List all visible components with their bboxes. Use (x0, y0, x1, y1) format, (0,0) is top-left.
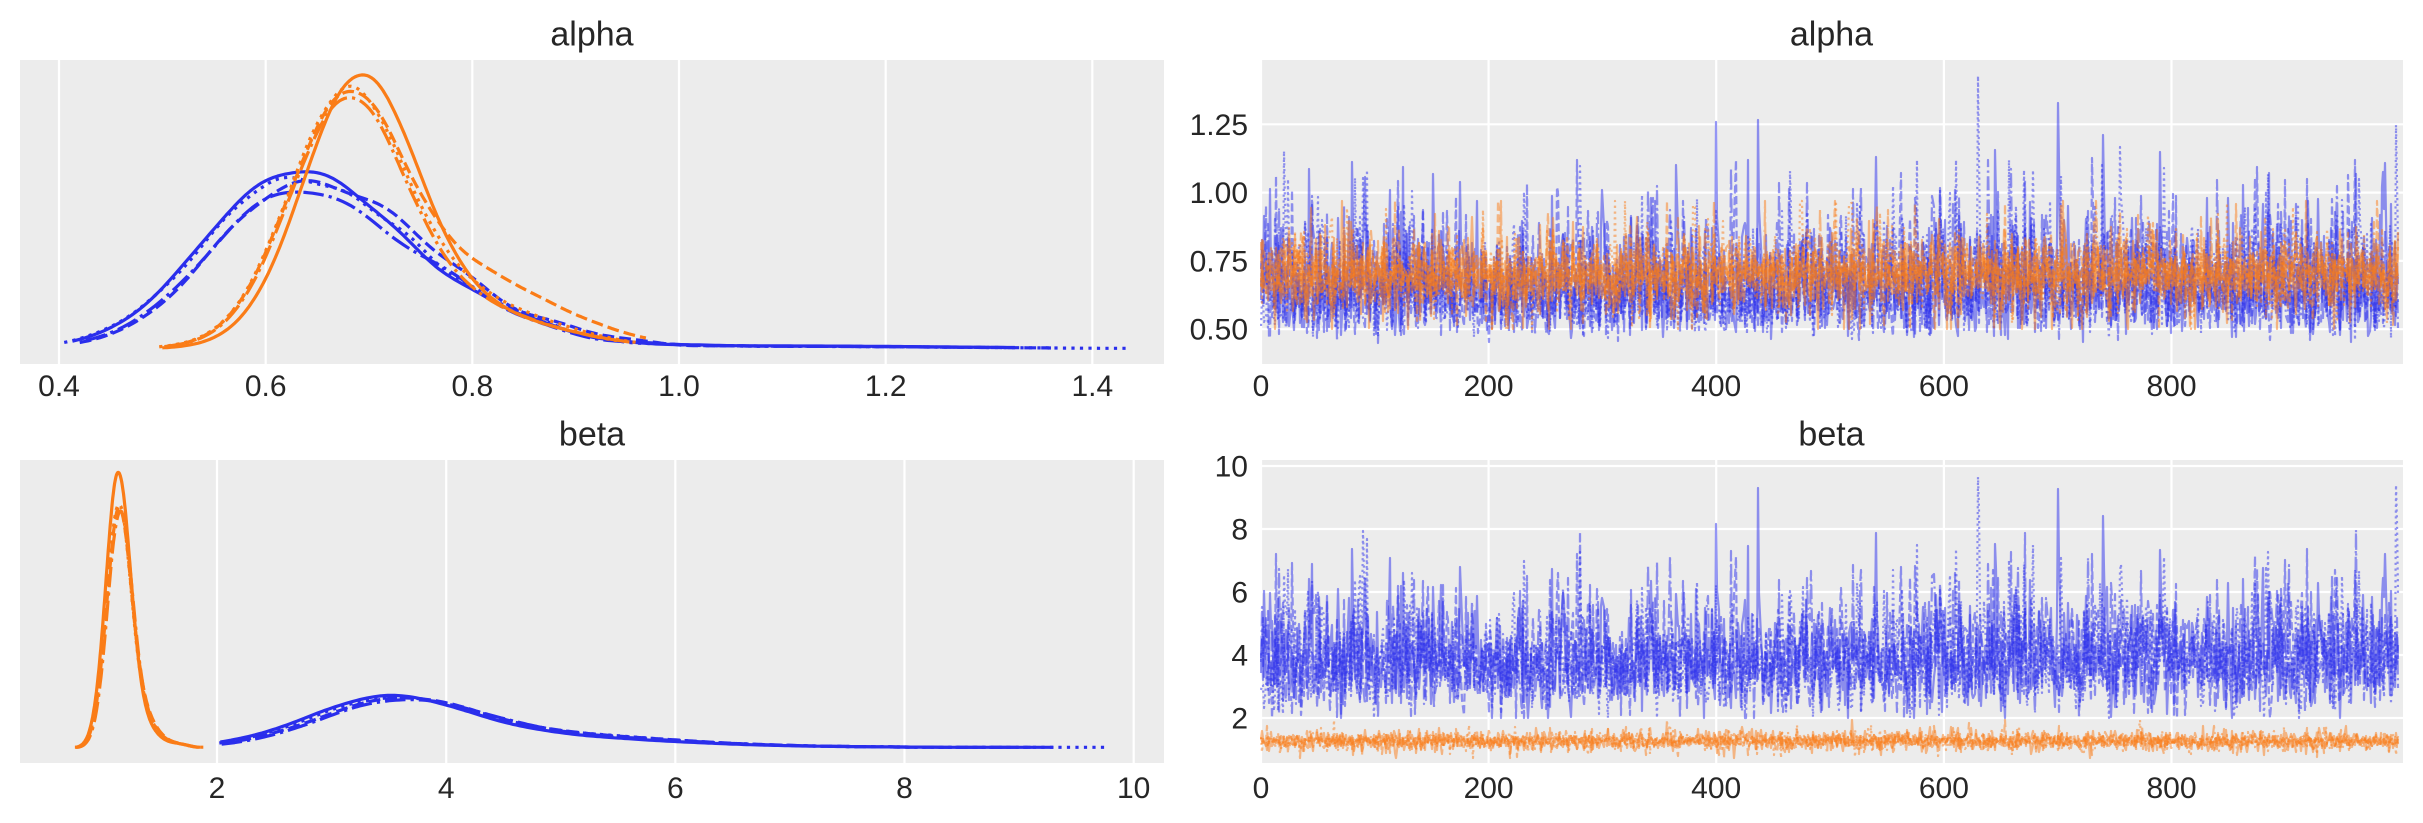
svg-text:10: 10 (1215, 451, 1248, 484)
svg-text:8: 8 (1231, 514, 1248, 547)
svg-text:alpha: alpha (550, 16, 633, 54)
svg-text:1.00: 1.00 (1190, 177, 1248, 210)
svg-text:8: 8 (896, 772, 913, 805)
svg-text:200: 200 (1464, 772, 1514, 805)
svg-text:0.8: 0.8 (451, 370, 493, 403)
svg-text:1.2: 1.2 (865, 370, 907, 403)
svg-text:6: 6 (1231, 577, 1248, 610)
svg-text:0.4: 0.4 (38, 370, 80, 403)
svg-text:beta: beta (1798, 416, 1864, 454)
svg-text:6: 6 (667, 772, 684, 805)
svg-text:0.50: 0.50 (1190, 314, 1248, 347)
svg-text:400: 400 (1691, 772, 1741, 805)
svg-text:4: 4 (1231, 640, 1248, 673)
svg-text:1.4: 1.4 (1071, 370, 1113, 403)
svg-text:1.0: 1.0 (658, 370, 700, 403)
svg-text:400: 400 (1691, 370, 1741, 403)
svg-text:alpha: alpha (1790, 16, 1873, 54)
svg-text:4: 4 (438, 772, 455, 805)
svg-text:2: 2 (209, 772, 226, 805)
svg-text:1.25: 1.25 (1190, 109, 1248, 142)
svg-text:0.6: 0.6 (245, 370, 287, 403)
svg-text:600: 600 (1919, 370, 1969, 403)
svg-text:0.75: 0.75 (1190, 245, 1248, 278)
svg-text:0: 0 (1253, 370, 1270, 403)
svg-text:0: 0 (1253, 772, 1270, 805)
svg-text:800: 800 (2146, 772, 2196, 805)
svg-text:600: 600 (1919, 772, 1969, 805)
svg-text:10: 10 (1117, 772, 1150, 805)
svg-text:200: 200 (1464, 370, 1514, 403)
svg-text:800: 800 (2146, 370, 2196, 403)
svg-text:beta: beta (559, 416, 625, 454)
svg-text:2: 2 (1231, 703, 1248, 736)
